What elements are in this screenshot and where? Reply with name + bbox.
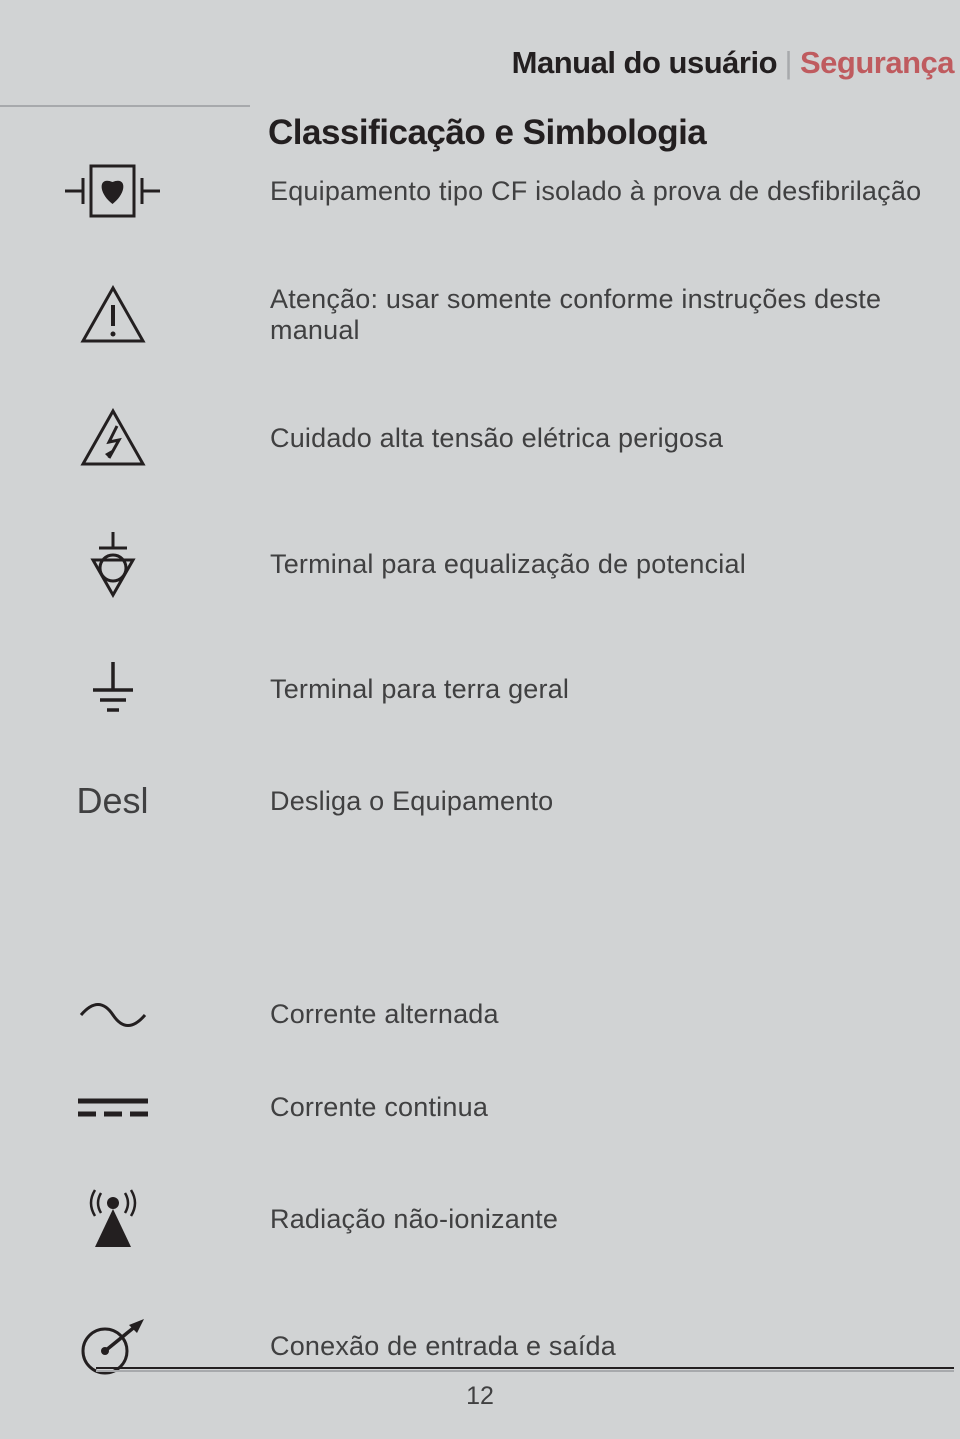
symbol-row: Terminal para equalização de potencial [0,530,960,598]
desl-text-icon: Desl [0,780,225,822]
symbol-label: Equipamento tipo CF isolado à prova de d… [225,176,921,207]
dc-icon [0,1096,225,1120]
symbol-label: Terminal para terra geral [225,674,569,705]
symbol-row: Corrente continua [0,1092,960,1123]
symbol-row: Radiação não-ionizante [0,1185,960,1253]
symbol-label: Conexão de entrada e saída [225,1331,616,1362]
header-title: Manual do usuário [512,45,777,80]
page-header: Manual do usuário | Segurança [512,45,960,81]
high-voltage-icon [0,408,225,468]
footer-rule-light [96,1370,954,1372]
symbol-row: Equipamento tipo CF isolado à prova de d… [0,160,960,222]
spacer [0,884,960,999]
cf-defib-icon [0,160,225,222]
symbol-row: Corrente alternada [0,999,960,1030]
symbol-row: Cuidado alta tensão elétrica perigosa [0,408,960,468]
header-section: Segurança [800,45,954,80]
symbol-label: Corrente alternada [225,999,499,1030]
ground-icon [0,660,225,718]
header-rule [0,105,250,107]
desl-label: Desl [76,780,148,822]
symbol-row: Desl Desliga o Equipamento [0,780,960,822]
symbol-label: Atenção: usar somente conforme instruçõe… [225,284,960,346]
header-separator: | [784,45,792,80]
symbol-row: Atenção: usar somente conforme instruçõe… [0,284,960,346]
symbol-label: Desliga o Equipamento [225,786,553,817]
symbol-label: Terminal para equalização de potencial [225,549,746,580]
symbol-list: Equipamento tipo CF isolado à prova de d… [0,160,960,1439]
non-ionizing-icon [0,1185,225,1253]
equipotential-icon [0,530,225,598]
attention-icon [0,285,225,345]
manual-page: Manual do usuário | Segurança Classifica… [0,0,960,1439]
symbol-label: Radiação não-ionizante [225,1204,558,1235]
symbol-label: Cuidado alta tensão elétrica perigosa [225,423,723,454]
symbol-row: Terminal para terra geral [0,660,960,718]
ac-icon [0,1000,225,1030]
page-number: 12 [0,1382,960,1411]
footer-rule-dark [96,1367,954,1369]
section-title: Classificação e Simbologia [268,113,706,153]
symbol-label: Corrente continua [225,1092,488,1123]
